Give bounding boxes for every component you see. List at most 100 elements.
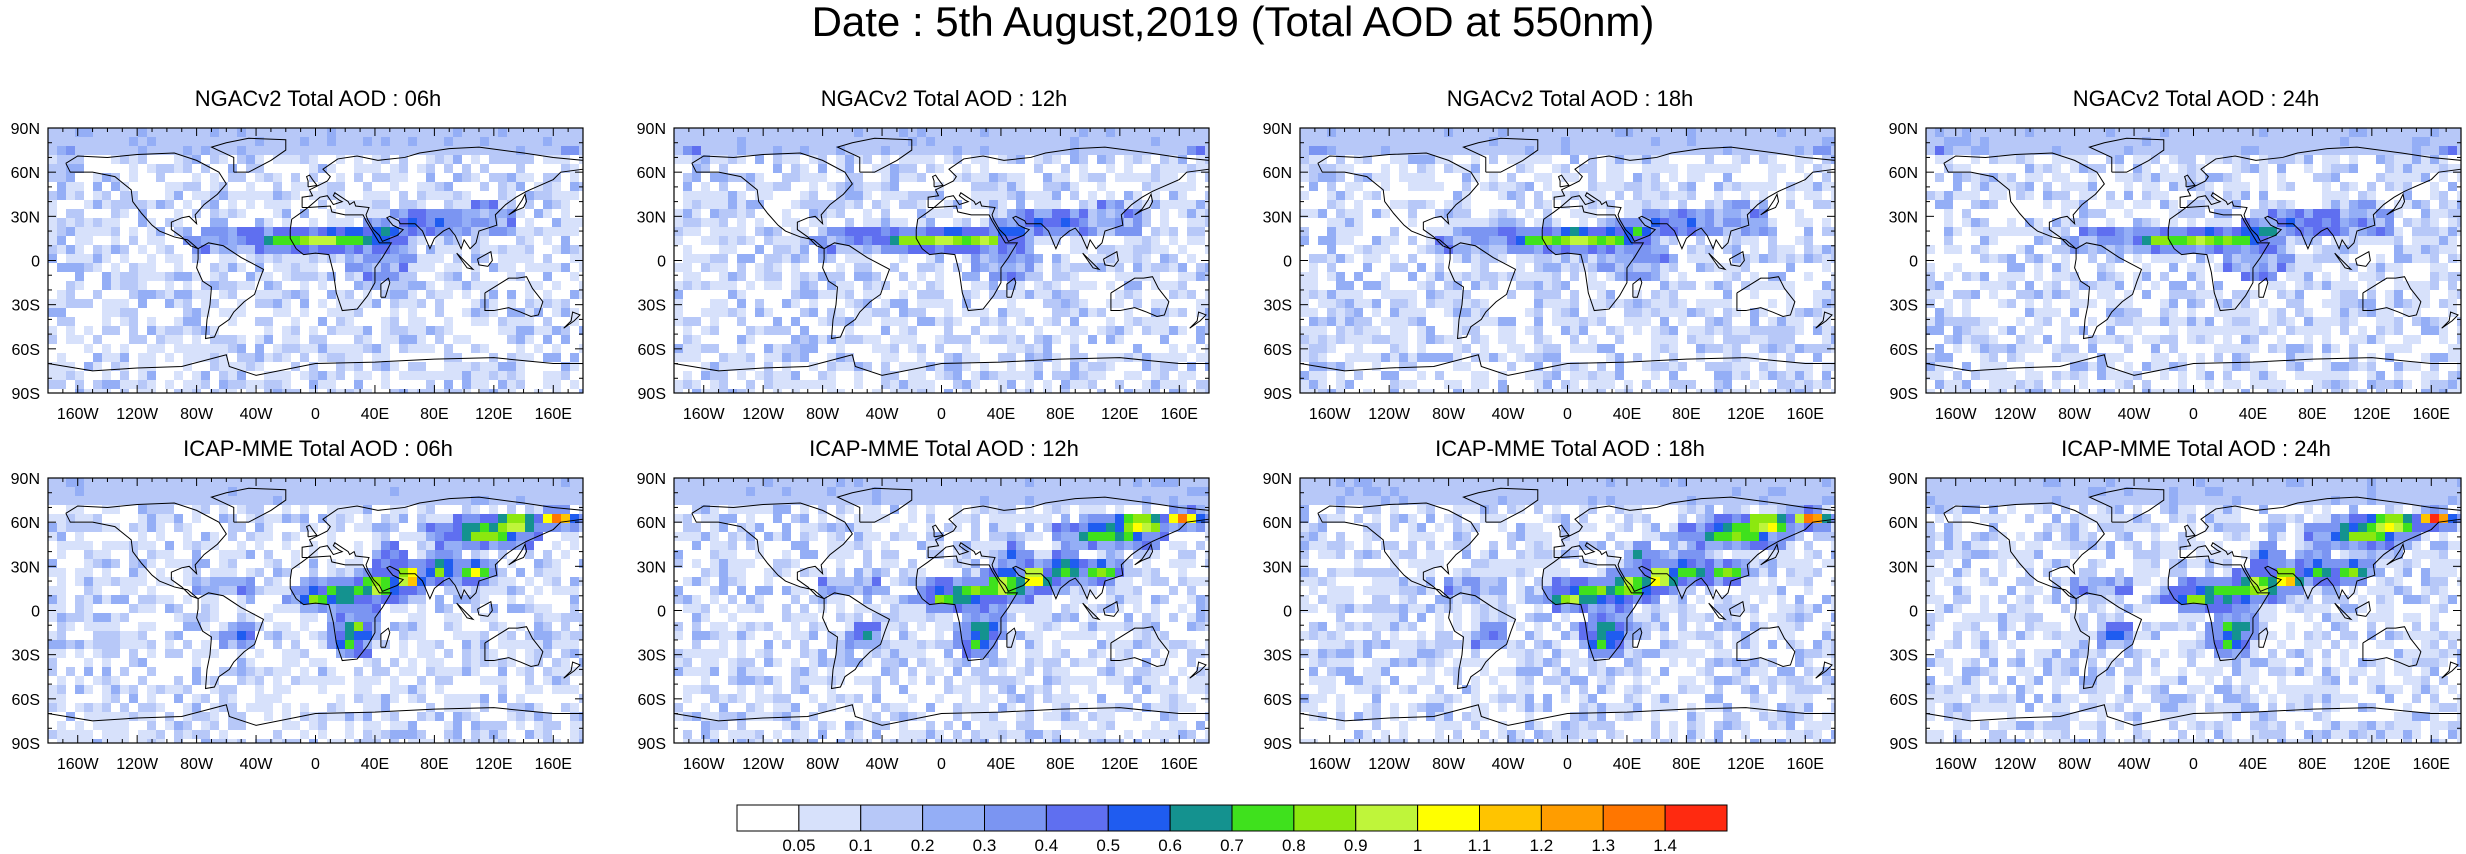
coastline xyxy=(65,152,227,250)
map-panel: ICAP-MME Total AOD : 24h 90N 60N 30N 0 30S 60S… xyxy=(1886,436,2466,788)
lon-tick-label: 0 xyxy=(937,756,946,773)
coastline xyxy=(2362,626,2422,667)
coastline xyxy=(1632,277,1643,298)
coastlines xyxy=(47,137,584,376)
aod-map: 90N 60N 30N 0 30S 60S 90S 160W 120W 80W 40W 0 40E 80E… xyxy=(1263,471,1836,773)
colorbar-label: 0.7 xyxy=(1220,836,1244,854)
coastline xyxy=(1943,152,2105,250)
coastlines xyxy=(1299,137,1836,376)
colorbar-swatch xyxy=(736,804,800,832)
coastline xyxy=(2441,661,2459,679)
coastline xyxy=(1736,626,1796,667)
coastlines xyxy=(673,137,1210,376)
colorbar-swatch xyxy=(860,804,924,832)
aod-map: 90N 60N 30N 0 30S 60S 90S 160W 120W 80W 40W 0 40E 80E… xyxy=(11,471,584,773)
lon-tick-label: 120E xyxy=(2353,756,2390,773)
lon-tick-label: 80W xyxy=(806,406,840,423)
aod-field xyxy=(1926,478,2461,743)
aod-map: 90N 60N 30N 0 30S 60S 90S 160W 120W 80W 40W 0 40E 80E… xyxy=(637,471,1210,773)
lon-tick-label: 80W xyxy=(180,406,214,423)
colorbar-swatch xyxy=(1355,804,1419,832)
coastline xyxy=(1553,496,1836,601)
lon-tick-label: 160E xyxy=(2413,406,2450,423)
coastline xyxy=(2355,250,2371,267)
lon-tick-label: 40W xyxy=(240,406,274,423)
coastline xyxy=(305,524,318,538)
lat-tick-label: 60S xyxy=(12,692,40,709)
aod-field xyxy=(1926,128,2461,393)
coastline xyxy=(1448,242,1517,340)
lon-tick-label: 80E xyxy=(1672,406,1700,423)
coastline xyxy=(47,704,583,726)
coastline xyxy=(1448,592,1517,690)
coastline xyxy=(836,137,913,173)
lon-tick-label: 120W xyxy=(1994,756,2037,773)
lon-tick-label: 120W xyxy=(742,406,785,423)
lat-tick-label: 60N xyxy=(637,515,666,532)
coastline xyxy=(380,277,391,298)
aod-map: 90N 60N 30N 0 30S 60S 90S 160W 120W 80W 40W 0 40E 80E… xyxy=(1889,471,2462,773)
coastline xyxy=(1006,627,1017,648)
coastline xyxy=(1729,600,1745,617)
lon-tick-label: 40E xyxy=(987,406,1015,423)
colorbar-label: 1.3 xyxy=(1591,836,1615,854)
map-panel: ICAP-MME Total AOD : 18h 90N 60N 30N 0 30S 60S… xyxy=(1260,436,1880,788)
lon-tick-label: 160W xyxy=(1309,756,1352,773)
lon-tick-label: 0 xyxy=(1563,756,1572,773)
coastline xyxy=(2074,592,2143,690)
lon-tick-label: 120W xyxy=(116,406,159,423)
coastline xyxy=(477,250,493,267)
map-panel: ICAP-MME Total AOD : 12h 90N 60N 30N 0 30S 60S… xyxy=(634,436,1254,788)
lat-tick-label: 90N xyxy=(1889,121,1918,138)
coastline xyxy=(822,592,891,690)
lat-tick-label: 90S xyxy=(1264,386,1292,403)
colorbar-label: 0.2 xyxy=(911,836,935,854)
map-panel: NGACv2 Total AOD : 06h 90N 60N 30N 0 30S 60S 90… xyxy=(8,86,628,438)
lat-tick-label: 90S xyxy=(1890,736,1918,753)
coastlines xyxy=(1299,487,1836,726)
coastline xyxy=(1708,602,1727,621)
lat-tick-label: 90S xyxy=(1890,386,1918,403)
lat-tick-label: 0 xyxy=(657,254,666,271)
lon-tick-label: 80E xyxy=(2298,756,2326,773)
lon-tick-label: 80W xyxy=(2058,406,2092,423)
lat-tick-label: 30S xyxy=(12,648,40,665)
lat-tick-label: 0 xyxy=(1283,254,1292,271)
lon-tick-label: 120E xyxy=(475,406,512,423)
coastline xyxy=(1729,250,1745,267)
coastline xyxy=(691,152,853,250)
coastline xyxy=(2088,137,2165,173)
lon-tick-label: 40W xyxy=(866,406,900,423)
map-panel: NGACv2 Total AOD : 18h 90N 60N 30N 0 30S 60S 90… xyxy=(1260,86,1880,438)
coastline xyxy=(2355,600,2371,617)
lon-tick-label: 160E xyxy=(1161,406,1198,423)
coastline xyxy=(380,627,391,648)
lat-tick-label: 30S xyxy=(638,648,666,665)
coastline xyxy=(301,496,584,601)
panel-title: NGACv2 Total AOD : 06h xyxy=(194,86,442,111)
lon-tick-label: 40W xyxy=(2118,406,2152,423)
lat-tick-label: 60S xyxy=(1264,342,1292,359)
lat-tick-label: 90S xyxy=(638,736,666,753)
panel-title: ICAP-MME Total AOD : 12h xyxy=(809,436,1079,461)
lon-tick-label: 120E xyxy=(1727,756,1764,773)
coastline xyxy=(927,496,1210,601)
coastline xyxy=(1760,192,1780,216)
coastline xyxy=(563,661,581,679)
lon-tick-label: 120E xyxy=(1101,406,1138,423)
lon-tick-label: 40E xyxy=(987,756,1015,773)
coastline xyxy=(1082,252,1101,271)
lon-tick-label: 160W xyxy=(57,756,100,773)
coastline xyxy=(836,487,913,523)
lon-tick-label: 40E xyxy=(361,756,389,773)
lat-tick-label: 0 xyxy=(657,604,666,621)
lon-tick-label: 160E xyxy=(535,406,572,423)
colorbar-swatch xyxy=(1107,804,1171,832)
lat-tick-label: 90N xyxy=(11,121,40,138)
lon-tick-label: 160W xyxy=(1935,406,1978,423)
coastline xyxy=(65,502,227,600)
lon-tick-label: 40W xyxy=(1492,756,1526,773)
coastline xyxy=(1708,252,1727,271)
coastline xyxy=(477,600,493,617)
lon-tick-label: 160E xyxy=(2413,756,2450,773)
